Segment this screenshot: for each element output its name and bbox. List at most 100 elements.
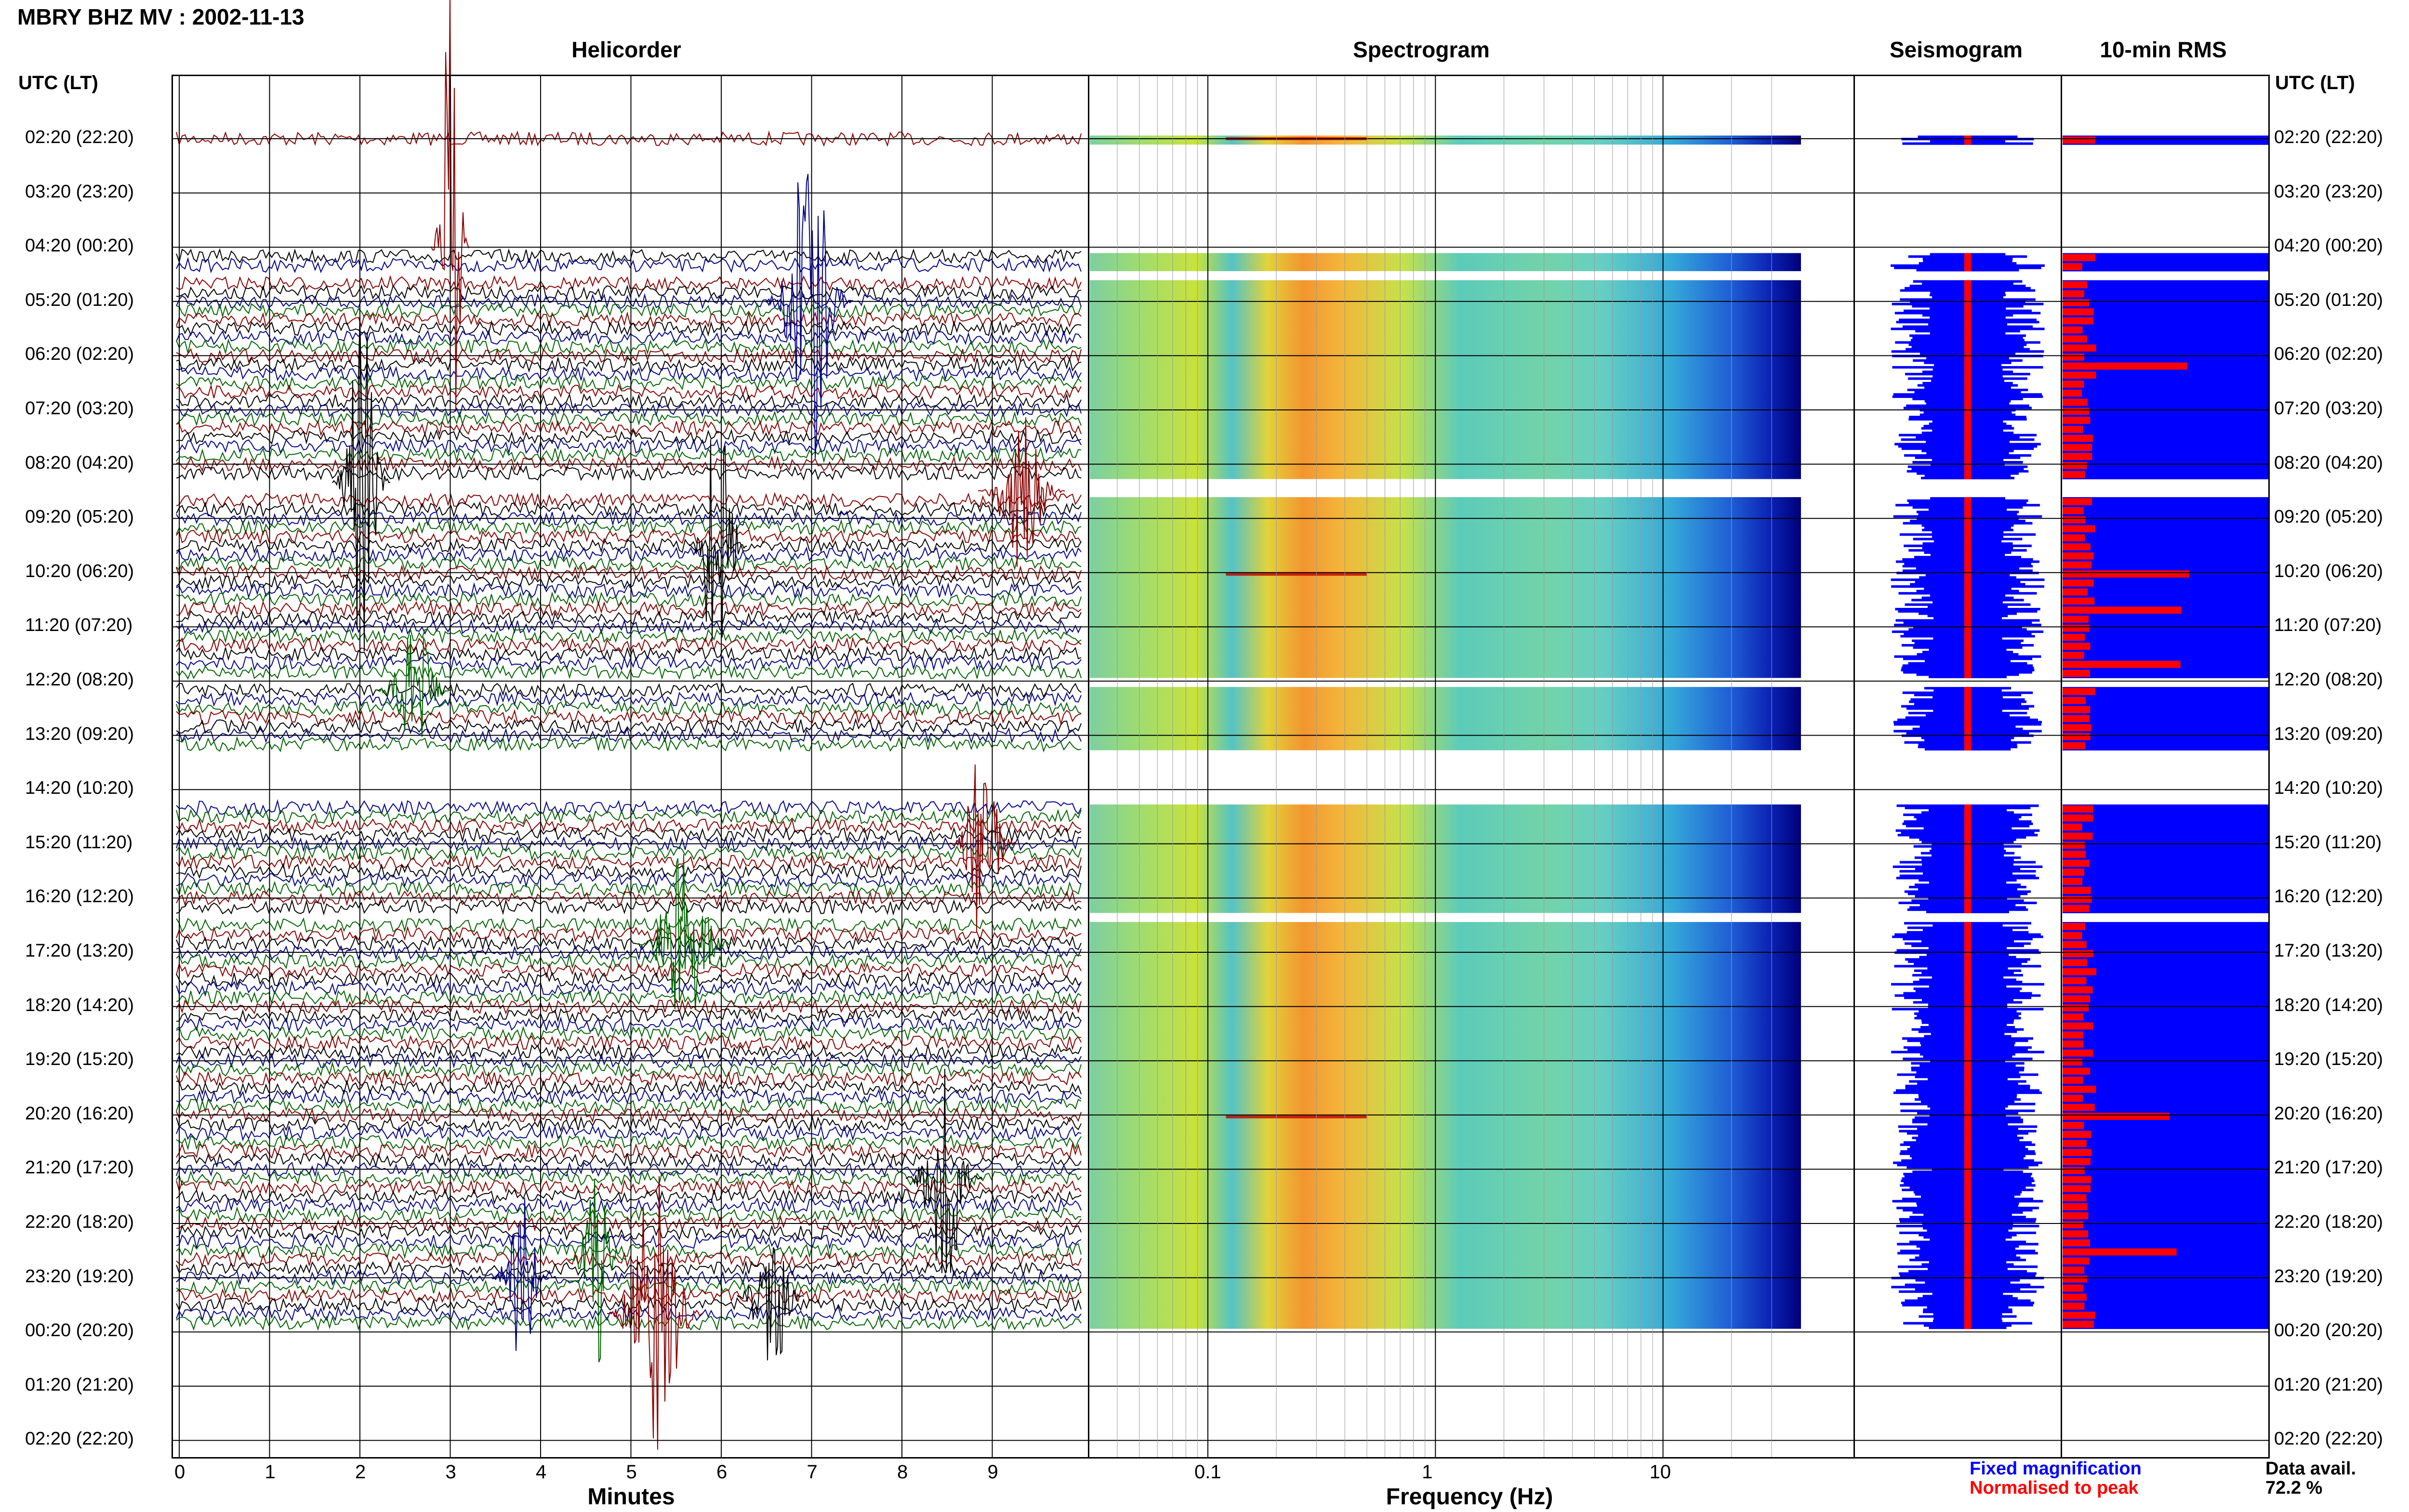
rms-fixed-bar [2063,533,2269,543]
rms-fixed-bar [2063,380,2269,389]
helicorder-trace [176,700,1082,717]
helicorder-trace [176,501,1082,518]
seismogram-normalised-trace [1964,659,1971,670]
helicorder-trace [176,1052,1082,1069]
rms-fixed-bar [2063,1012,2269,1022]
seismogram-normalised-trace [1964,1292,1971,1302]
seismogram-normalised-trace [1964,289,1971,299]
rms-normalised-bar [2063,823,2082,831]
data-availability-value: 72.2 % [2265,1478,2323,1498]
rms-normalised-bar [2063,1104,2095,1111]
helicorder-trace [176,609,1082,627]
seismogram-normalised-trace [1964,1057,1971,1067]
seismogram-normalised-trace [1964,1202,1971,1212]
helicorder-trace [176,275,1082,292]
time-label: 13:20 (09:20) [2274,723,2383,744]
helicorder-trace [176,1179,1082,1196]
rms-normalised-bar [2063,923,2085,930]
time-label: 16:20 (12:20) [2274,886,2383,907]
helicorder-trace [176,1116,1082,1132]
minute-tick: 4 [536,1461,547,1483]
time-label: 17:20 (13:20) [2274,941,2383,961]
rms-fixed-bar [2063,551,2269,561]
seismogram-normalised-trace [1964,1112,1971,1121]
rms-fixed-bar [2063,1211,2269,1221]
helicorder-trace [176,329,1082,346]
helicorder-trace [176,402,1082,419]
frequency-tick: 1 [1422,1461,1433,1483]
minute-tick: 2 [355,1461,366,1483]
helicorder-trace [176,664,1082,680]
seismogram-normalised-trace [1964,1256,1971,1266]
seismogram-normalised-trace [1964,434,1971,443]
rms-fixed-bar [2063,1130,2269,1140]
seismogram-normalised-trace [1964,1066,1971,1076]
time-label: 20:20 (16:20) [25,1103,134,1124]
rms-normalised-bar [2063,814,2093,822]
helicorder-trace [176,926,1082,943]
seismogram-normalised-trace [1964,1175,1971,1184]
helicorder-event [431,0,469,412]
time-label: 10:20 (06:20) [25,561,134,581]
rms-fixed-bar [2063,407,2269,416]
helicorder-trace [176,573,1082,590]
rms-fixed-bar [2063,424,2269,434]
seismogram-normalised-trace [1964,262,1971,272]
seismogram-normalised-trace [1964,542,1971,552]
helicorder-event [949,764,1016,933]
helicorder-trace [176,447,1082,463]
helicorder-trace [176,682,1082,698]
helicorder-trace [176,1025,1082,1042]
rms-normalised-bar [2063,1203,2088,1210]
seismogram-normalised-trace [1964,831,1971,841]
helicorder-trace [176,1260,1082,1277]
seismogram-normalised-trace [1964,388,1971,398]
time-label: 07:20 (03:20) [25,398,134,419]
rms-normalised-bar [2063,1031,2083,1039]
helicorder-trace [176,302,1082,318]
rms-normalised-bar [2063,389,2082,397]
seismogram-normalised-trace [1964,858,1971,868]
seismogram-normalised-trace [1964,370,1971,380]
rms-fixed-bar [2063,1157,2269,1167]
seismogram-title: Seismogram [1889,37,2023,62]
spectrogram-band [1090,687,1801,750]
rms-normalised-bar [2063,498,2092,505]
rms-normalised-bar [2063,1022,2093,1030]
rms-normalised-bar [2063,652,2084,659]
rms-normalised-bar [2063,706,2091,713]
helicorder-trace [176,582,1082,599]
helicorder-trace [176,437,1082,455]
seismogram-normalised-trace [1964,687,1971,697]
rms-fixed-bar [2063,714,2269,723]
helicorder-trace [176,1242,1082,1260]
helicorder-trace [176,935,1082,951]
rms-normalised-bar [2063,317,2094,325]
rms-normalised-bar [2063,362,2187,370]
rms-fixed-bar [2063,470,2269,480]
helicorder-trace [176,492,1082,509]
rms-normalised-bar [2063,1185,2091,1193]
spectrogram-event-line [1226,573,1367,576]
rms-fixed-bar [2063,967,2269,977]
rms-fixed-bar [2063,1220,2269,1230]
helicorder-trace [176,257,1082,274]
rms-fixed-bar [2063,289,2269,299]
seismogram-normalised-trace [1964,1265,1971,1275]
rms-normalised-bar [2063,1239,2090,1247]
seismogram-normalised-trace [1964,651,1971,660]
rms-panel [2061,75,2270,1459]
seismogram-normalised-trace [1964,1084,1971,1094]
helicorder-trace [176,1007,1082,1024]
seismogram-normalised-trace [1964,587,1971,597]
rms-normalised-bar [2063,281,2088,289]
helicorder-trace [176,627,1082,644]
helicorder-event [568,1179,627,1363]
seismogram-normalised-trace [1964,1148,1971,1157]
rms-normalised-bar [2063,1266,2084,1274]
rms-fixed-bar [2063,1193,2269,1203]
rms-normalised-bar [2063,1320,2094,1328]
seismogram-normalised-trace [1964,1283,1971,1293]
rms-fixed-bar [2063,434,2269,443]
seismogram-normalised-trace [1964,325,1971,335]
